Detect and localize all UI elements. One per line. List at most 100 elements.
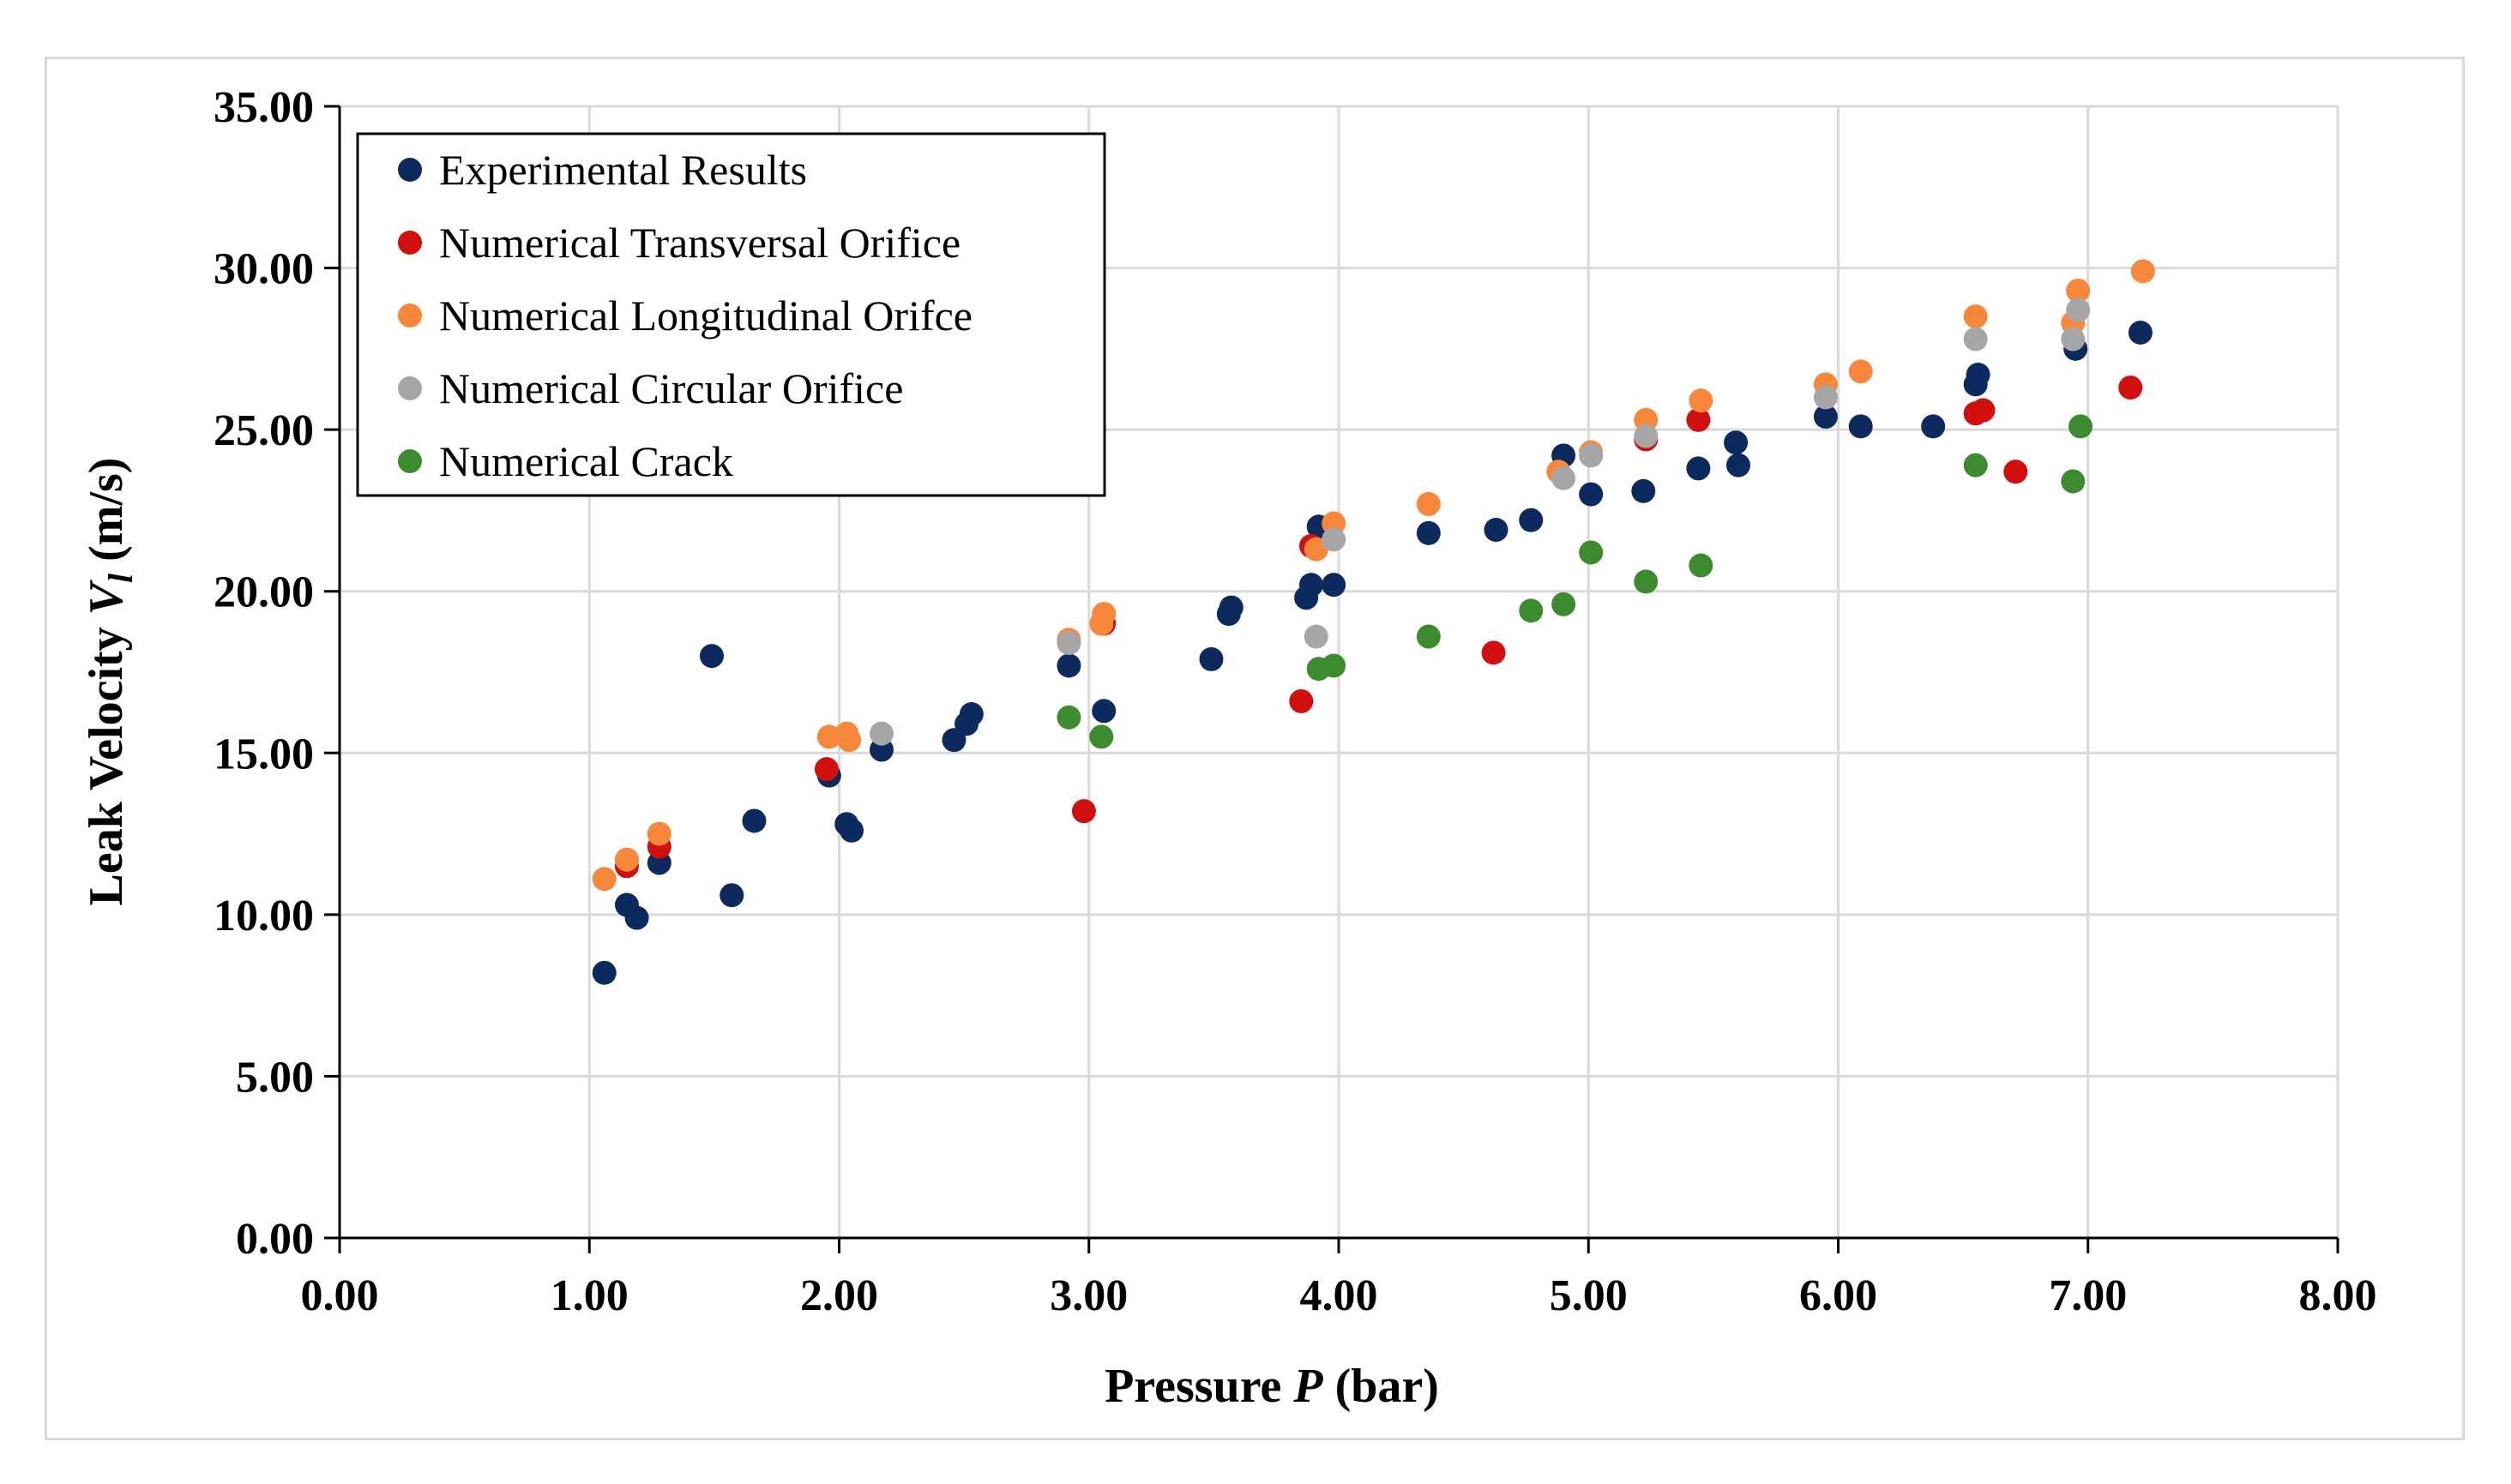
data-point [2061,327,2086,351]
legend-marker [398,158,422,182]
data-point [1519,598,1544,623]
x-tick-label: 0.00 [301,1271,379,1320]
data-point [1322,527,1346,552]
y-tick-label: 25.00 [214,406,314,455]
data-point [699,644,724,669]
legend-label: Numerical Transversal Orifice [439,219,960,267]
data-point [2068,414,2093,439]
data-point [837,728,862,753]
legend-marker [398,303,422,327]
y-tick-label: 0.00 [236,1215,314,1264]
data-point [1724,430,1749,455]
data-point [1298,573,1323,598]
data-point [1686,407,1711,432]
data-point [1484,518,1508,543]
data-point [1963,327,1988,351]
data-point [1813,385,1838,410]
y-tick-label: 20.00 [214,568,314,617]
x-tick-label: 8.00 [2299,1271,2377,1320]
data-point [1322,653,1346,678]
data-point [2066,297,2091,322]
series-4 [870,297,2091,746]
x-tick-label: 1.00 [551,1271,629,1320]
data-point [1813,405,1838,430]
legend-marker [398,376,422,400]
data-point [1726,453,1750,478]
data-point [1057,705,1081,730]
data-point [1579,443,1604,468]
y-tick-label: 15.00 [214,730,314,778]
data-point [1631,478,1656,503]
data-point [1848,359,1873,384]
data-point [1199,646,1224,671]
data-point [1289,688,1314,713]
data-point [1689,388,1713,413]
data-point [870,721,894,746]
y-tick-label: 5.00 [236,1053,314,1102]
x-tick-labels: 0.00 1.00 2.00 3.00 4.00 5.00 6.00 7.00 8.00 [301,1271,2377,1320]
data-point [1219,595,1243,620]
y-tick-label: 10.00 [214,892,314,940]
data-point [1966,363,1990,388]
data-point [1579,540,1604,565]
y-tick-label: 35.00 [214,83,314,132]
legend-marker [398,449,422,473]
data-point [1686,456,1711,481]
data-point [959,702,984,727]
data-point [592,867,617,892]
data-point [1551,466,1576,490]
data-point [1416,491,1441,516]
data-point [614,847,639,872]
data-point [1057,631,1081,656]
data-point [1519,508,1544,532]
data-point [814,757,839,782]
data-point [1921,414,1946,439]
x-tick-label: 5.00 [1550,1271,1628,1320]
legend-label: Numerical Circular Orifice [439,364,903,412]
data-point [1089,724,1114,749]
data-point [624,905,649,930]
series-5 [1057,414,2093,749]
data-point [2130,259,2155,284]
data-point [2003,460,2028,484]
x-tick-label: 3.00 [1050,1271,1128,1320]
legend: Experimental Results Numerical Transversa… [356,132,1106,497]
data-point [1848,414,1873,439]
data-point [1481,640,1506,665]
data-point [2061,469,2086,494]
legend-box [356,132,1106,497]
x-tick-label: 2.00 [800,1271,878,1320]
x-axis-title: Pressure P (bar) [1105,1360,1439,1413]
y-tick-label: 30.00 [214,245,314,294]
data-point [1551,592,1576,616]
data-point [1304,624,1328,649]
legend-label: Numerical Longitudinal Orifce [439,291,972,339]
y-tick-labels: 0.00 5.00 10.00 15.00 20.00 25.00 30.00 35.00 [214,83,314,1264]
data-point [1579,482,1604,507]
data-point [1963,304,1988,329]
data-points [592,259,2155,985]
legend-marker [398,231,422,255]
data-point [1634,569,1659,594]
data-point [1092,699,1117,724]
data-point [2066,278,2091,303]
data-point [942,728,966,753]
legend-label: Experimental Results [439,146,807,194]
data-point [1416,520,1441,545]
data-point [2118,376,2143,400]
series-2 [614,376,2143,879]
data-point [647,821,671,846]
y-axis-title: Leak Velocity Vl (m/s) [80,458,140,906]
data-point [1304,537,1328,562]
data-point [742,808,767,833]
legend-label: Numerical Crack [439,437,733,485]
data-point [840,818,864,843]
data-point [1057,653,1081,678]
x-tick-label: 6.00 [1799,1271,1877,1320]
data-point [1071,799,1096,824]
data-point [1322,573,1346,598]
data-point [2128,321,2153,345]
data-point [1689,553,1713,578]
x-tick-label: 4.00 [1300,1271,1378,1320]
